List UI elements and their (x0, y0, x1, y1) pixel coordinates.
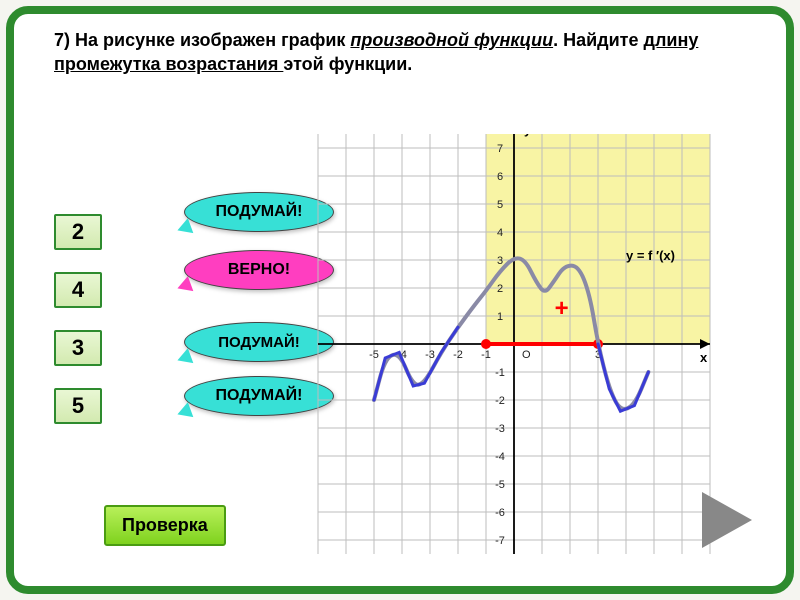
svg-text:y = f ′(x): y = f ′(x) (626, 248, 675, 263)
svg-text:-2: -2 (495, 395, 505, 407)
svg-text:+: + (555, 295, 569, 322)
option-1[interactable]: 2 (54, 214, 102, 250)
chart-svg: yxO1234567-1-2-3-4-5-6-7-5-4-3-2-13+y = … (294, 134, 774, 554)
feedback-1-text: ПОДУМАЙ! (216, 203, 303, 221)
svg-text:-1: -1 (495, 367, 505, 379)
svg-text:-7: -7 (495, 535, 505, 547)
svg-text:x: x (700, 350, 708, 365)
svg-text:7: 7 (497, 143, 503, 155)
svg-text:-6: -6 (495, 507, 505, 519)
q-suffix: этой функции. (283, 54, 412, 74)
svg-text:6: 6 (497, 171, 503, 183)
option-3[interactable]: 3 (54, 330, 102, 366)
svg-text:-3: -3 (495, 423, 505, 435)
svg-text:-4: -4 (495, 451, 505, 463)
svg-text:y: y (524, 134, 532, 137)
svg-text:4: 4 (497, 227, 503, 239)
next-arrow-icon[interactable] (702, 492, 752, 548)
q-underline1: производной функции (350, 30, 553, 50)
q-mid: . Найдите (553, 30, 643, 50)
check-button[interactable]: Проверка (104, 505, 226, 546)
svg-text:-2: -2 (453, 349, 463, 361)
feedback-2-text: ВЕРНО! (228, 261, 290, 279)
answers-column: 2 4 3 5 (54, 214, 102, 446)
svg-text:1: 1 (497, 311, 503, 323)
svg-text:5: 5 (497, 199, 503, 211)
option-4[interactable]: 5 (54, 388, 102, 424)
svg-text:-3: -3 (425, 349, 435, 361)
svg-text:-5: -5 (495, 479, 505, 491)
feedback-3-text: ПОДУМАЙ! (218, 334, 300, 351)
svg-text:O: O (522, 349, 531, 361)
q-prefix: 7) На рисунке изображен график (54, 30, 350, 50)
slide-frame: 7) На рисунке изображен график производн… (6, 6, 794, 594)
svg-text:-5: -5 (369, 349, 379, 361)
option-2[interactable]: 4 (54, 272, 102, 308)
svg-text:3: 3 (497, 255, 503, 267)
feedback-4-text: ПОДУМАЙ! (216, 387, 303, 405)
svg-text:2: 2 (497, 283, 503, 295)
svg-text:-1: -1 (481, 349, 491, 361)
derivative-chart: yxO1234567-1-2-3-4-5-6-7-5-4-3-2-13+y = … (294, 134, 774, 554)
question-text: 7) На рисунке изображен график производн… (54, 28, 746, 77)
